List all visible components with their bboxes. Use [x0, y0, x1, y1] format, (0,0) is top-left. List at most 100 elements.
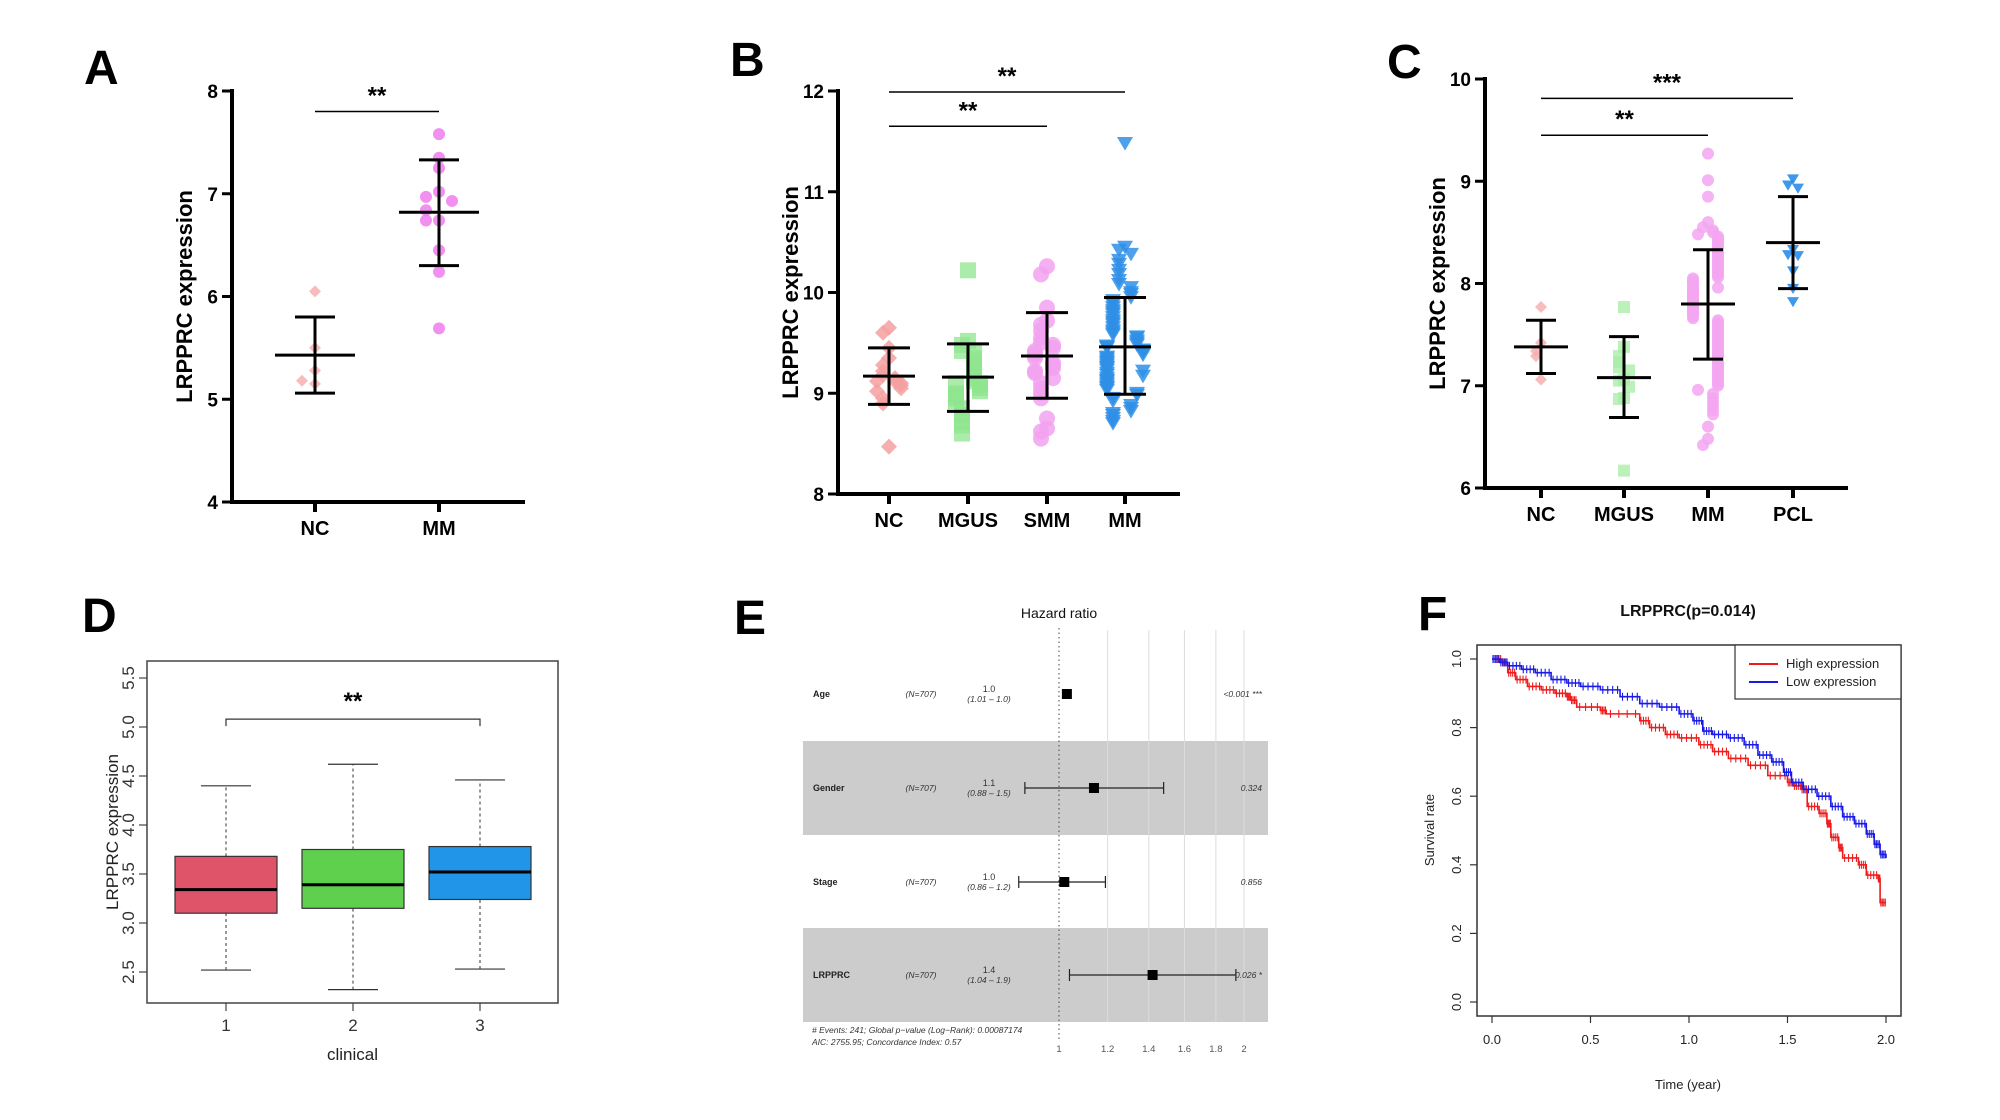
data-point [1623, 380, 1635, 393]
x-tick-label: NC [1527, 504, 1556, 526]
chart-title: LRPPRC(p=0.014) [1620, 603, 1756, 620]
x-tick-label: 1.4 [1142, 1044, 1155, 1055]
x-tick-label: 3 [475, 1016, 484, 1035]
data-point [1702, 420, 1714, 433]
y-tick-label: 4 [207, 493, 218, 514]
data-point [1618, 301, 1630, 314]
data-point [1123, 404, 1139, 419]
x-tick-label: 1.6 [1178, 1044, 1191, 1055]
sample-size: (N=707) [906, 970, 937, 980]
hazard-ratio-marker [1059, 877, 1070, 887]
y-tick-label: 7 [1460, 377, 1471, 398]
y-tick-label: 10 [1450, 70, 1471, 91]
y-tick-label: 0.8 [1449, 719, 1464, 737]
data-point [1111, 243, 1127, 258]
y-axis-label: Survival rate [1422, 794, 1437, 866]
p-value: 0.324 [1241, 783, 1263, 793]
series-nc [296, 285, 321, 390]
legend: High expression Low expression [1734, 644, 1902, 700]
significance-label: ** [959, 97, 978, 124]
data-point [1792, 251, 1804, 262]
data-point [881, 438, 897, 455]
y-tick-label: 10 [803, 284, 824, 305]
data-point [1782, 180, 1794, 191]
y-axis-label: LRPPRC expression [172, 190, 197, 403]
data-point [1033, 266, 1049, 283]
hazard-ratio-value: 1.1 [983, 778, 996, 788]
significance-label: ** [344, 688, 363, 715]
significance-label: ** [998, 63, 1017, 90]
data-point [1535, 301, 1547, 314]
hazard-ratio-marker [1061, 689, 1072, 699]
y-tick-label: 2.5 [119, 960, 138, 984]
variable-name: LRPPRC [813, 970, 851, 980]
data-point [309, 285, 321, 298]
data-point [1530, 350, 1542, 363]
hazard-ratio-value: 1.0 [983, 872, 996, 882]
y-tick-label: 5 [207, 390, 218, 411]
y-tick-label: 3.5 [119, 862, 138, 886]
x-tick-label: 1.5 [1778, 1032, 1796, 1047]
data-point [1618, 464, 1630, 477]
variable-name: Age [813, 689, 830, 699]
x-tick-label: MM [1691, 504, 1724, 526]
data-point [1613, 361, 1625, 374]
data-point [1535, 373, 1547, 386]
panel-letter-d: D [82, 590, 117, 643]
y-tick-label: 5.5 [119, 666, 138, 690]
panel-letter-e: E [734, 592, 766, 645]
data-point [960, 262, 976, 279]
data-point [1792, 183, 1804, 194]
legend-box [1734, 644, 1902, 700]
data-point [1702, 190, 1714, 203]
data-point [1687, 312, 1699, 325]
y-tick-label: 4.0 [119, 813, 138, 837]
variable-name: Stage [813, 877, 838, 887]
x-axis-label: clinical [327, 1045, 378, 1064]
y-tick-label: 6 [1460, 479, 1471, 500]
y-tick-label: 0.4 [1449, 856, 1464, 874]
data-point [1033, 430, 1049, 447]
significance-label: *** [1653, 69, 1682, 96]
y-axis-label: LRPPRC expression [1425, 177, 1450, 390]
data-point [1787, 174, 1799, 185]
panel-d-boxplot: 2.5 3.0 3.5 4.0 4.5 5.0 5.5 LRPPRC expression 1 2… [103, 660, 559, 1064]
variable-name: Gender [813, 783, 845, 793]
data-point [1135, 369, 1151, 384]
y-tick-label: 7 [207, 185, 218, 206]
sample-size: (N=707) [906, 877, 937, 887]
x-axis-label: Time (year) [1655, 1077, 1721, 1092]
data-point [1123, 247, 1139, 262]
data-point [433, 128, 445, 141]
survival-curve [1492, 658, 1887, 858]
p-value: 0.026 * [1235, 970, 1263, 980]
x-tick-label: 2 [348, 1016, 357, 1035]
footer-events: # Events: 241; Global p−value (Log−Rank)… [812, 1025, 1023, 1035]
x-tick-label: 1.0 [1680, 1032, 1698, 1047]
forest-row-stage: Stage (N=707) 1.0(0.86 – 1.2) 0.856 [813, 872, 1262, 892]
data-point [1027, 349, 1043, 366]
data-point [433, 265, 445, 278]
data-point [954, 425, 970, 442]
data-point [1623, 364, 1635, 377]
p-value: <0.001 *** [1223, 689, 1262, 699]
data-point [972, 383, 988, 400]
confidence-interval: (1.01 – 1.0) [967, 694, 1011, 704]
data-point [1782, 250, 1794, 261]
confidence-interval: (0.86 – 1.2) [967, 882, 1011, 892]
data-point [420, 190, 432, 203]
panel-b-dotplot: 8 9 10 11 12 LRPPRC expression NC MGUS SMM MM ** ** [778, 63, 1180, 532]
forest-title: Hazard ratio [1021, 605, 1097, 621]
x-tick-label: 2 [1241, 1044, 1246, 1055]
y-tick-label: 6 [207, 288, 218, 309]
y-tick-label: 8 [207, 82, 218, 103]
panel-letter-f: F [1418, 588, 1447, 641]
data-point [1045, 339, 1061, 356]
data-point [1135, 348, 1151, 363]
legend-label: High expression [1786, 656, 1879, 671]
data-point [875, 324, 891, 341]
x-tick-label: MM [1108, 510, 1141, 532]
y-tick-label: 5.0 [119, 715, 138, 739]
